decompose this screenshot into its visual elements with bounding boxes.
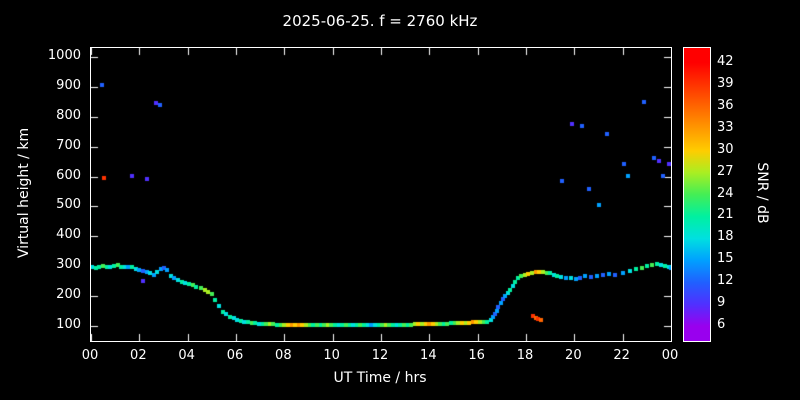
x-tick-label: 06 xyxy=(226,348,244,363)
x-tick-label: 18 xyxy=(516,348,534,363)
scatter-canvas xyxy=(91,48,671,341)
colorbar-tick-label: 18 xyxy=(717,229,734,245)
colorbar-tick-label: 9 xyxy=(717,295,726,311)
y-tick-label: 100 xyxy=(56,317,81,333)
colorbar-tick-label: 42 xyxy=(717,53,734,69)
x-tick-label: 20 xyxy=(565,348,582,363)
y-tick-label: 600 xyxy=(56,167,81,183)
y-tick-label: 200 xyxy=(56,287,81,303)
y-tick-label: 400 xyxy=(56,227,81,243)
x-tick-label: 10 xyxy=(323,348,340,363)
y-tick-label: 500 xyxy=(56,197,81,213)
colorbar-tick-label: 12 xyxy=(717,273,734,289)
colorbar-tick-label: 6 xyxy=(717,317,726,333)
x-tick-label: 12 xyxy=(371,348,389,363)
colorbar-tick-label: 39 xyxy=(717,75,734,91)
y-tick-label: 800 xyxy=(56,107,81,123)
colorbar-tick-label: 27 xyxy=(717,163,734,179)
colorbar-label: SNR / dB xyxy=(754,162,770,224)
y-tick-label: 1000 xyxy=(47,47,81,63)
y-tick-label: 700 xyxy=(56,137,81,153)
x-tick-label: 00 xyxy=(81,348,99,363)
y-tick-label: 300 xyxy=(56,257,81,273)
colorbar-tick-label: 36 xyxy=(717,97,734,113)
y-tick-label: 900 xyxy=(56,77,81,93)
chart-title: 2025-06-25. f = 2760 kHz xyxy=(282,12,478,30)
colorbar-tick-label: 15 xyxy=(717,251,734,267)
colorbar xyxy=(683,47,711,342)
x-tick-label: 00 xyxy=(661,348,679,363)
colorbar-tick-label: 24 xyxy=(717,185,734,201)
x-tick-label: 16 xyxy=(468,348,485,363)
x-axis-label: UT Time / hrs xyxy=(333,370,427,386)
colorbar-tick-label: 21 xyxy=(717,207,734,223)
plot-area xyxy=(90,47,672,342)
x-tick-label: 22 xyxy=(613,348,630,363)
colorbar-tick-label: 33 xyxy=(717,119,734,135)
x-tick-label: 14 xyxy=(420,348,437,363)
colorbar-tick-label: 30 xyxy=(717,141,734,157)
x-tick-label: 04 xyxy=(178,348,195,363)
x-tick-label: 08 xyxy=(275,348,292,363)
x-tick-label: 02 xyxy=(130,348,147,363)
